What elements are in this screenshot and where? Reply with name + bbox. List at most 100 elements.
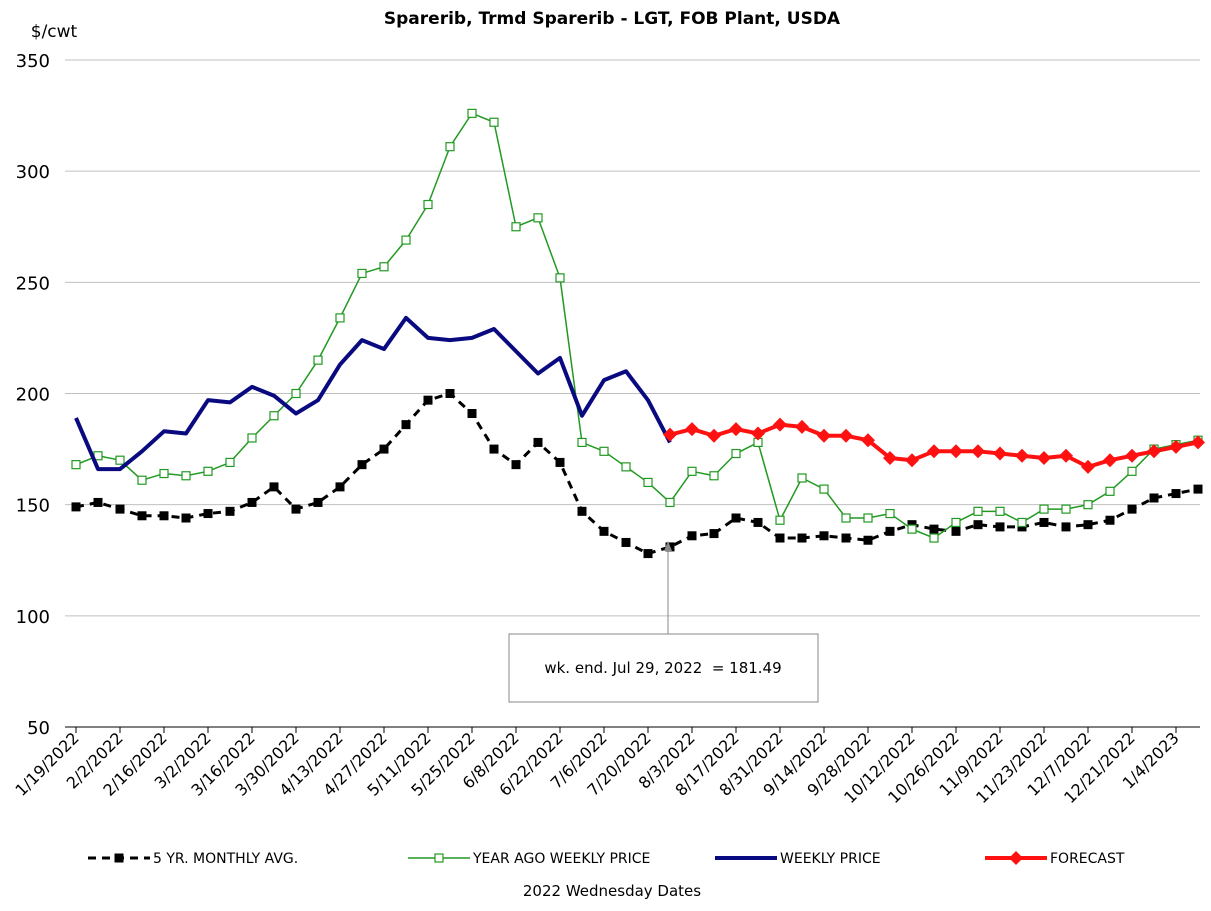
y-tick-label: 350 <box>16 51 50 72</box>
point <box>993 446 1007 461</box>
point <box>401 420 411 430</box>
point <box>137 511 147 521</box>
point <box>511 460 521 470</box>
point <box>729 422 743 437</box>
point <box>555 457 565 467</box>
point <box>225 506 235 516</box>
point <box>291 388 301 399</box>
point <box>929 533 939 543</box>
point <box>707 428 721 443</box>
point <box>1039 504 1049 514</box>
point <box>731 513 741 523</box>
point <box>313 355 323 365</box>
point <box>973 506 983 516</box>
point <box>71 502 81 512</box>
point <box>709 471 719 481</box>
point <box>335 313 345 323</box>
y-tick-label: 150 <box>16 496 50 517</box>
point <box>685 422 699 437</box>
point <box>269 482 279 492</box>
point <box>905 453 919 468</box>
point <box>1059 448 1073 463</box>
point <box>929 524 939 534</box>
point <box>467 409 477 419</box>
point <box>269 411 279 421</box>
point <box>247 433 257 443</box>
point <box>773 417 787 432</box>
point <box>1103 453 1117 468</box>
point <box>621 537 631 547</box>
point <box>775 533 785 543</box>
point <box>885 526 895 536</box>
point <box>313 497 323 507</box>
legend-label: FORECAST <box>1050 851 1125 867</box>
legend-label: WEEKLY PRICE <box>780 851 881 867</box>
point <box>93 497 103 507</box>
legend-label: 5 YR. MONTHLY AVG. <box>153 851 298 867</box>
point <box>445 389 455 398</box>
point <box>949 444 963 459</box>
annotation-arrowhead <box>664 541 672 551</box>
point <box>181 513 191 523</box>
y-tick-label: 100 <box>16 607 50 628</box>
point <box>839 428 853 443</box>
point <box>795 419 809 434</box>
point <box>489 117 499 127</box>
point <box>751 426 765 441</box>
point <box>137 475 147 485</box>
point <box>621 462 631 472</box>
point <box>885 508 895 519</box>
point <box>335 482 345 492</box>
point <box>423 199 433 210</box>
point <box>1127 504 1137 514</box>
y-tick-label: 200 <box>16 385 50 406</box>
point <box>1015 448 1029 463</box>
series-line <box>75 112 1199 539</box>
point <box>357 268 367 279</box>
point <box>489 444 499 454</box>
point <box>1147 444 1161 459</box>
point <box>1169 439 1183 454</box>
point <box>555 273 565 283</box>
point <box>731 448 741 459</box>
point <box>71 460 81 470</box>
point <box>225 457 235 468</box>
point <box>511 222 521 232</box>
annotation-box <box>508 633 819 703</box>
point <box>1105 515 1115 525</box>
legend-marker <box>434 853 444 863</box>
point <box>927 444 941 459</box>
point <box>379 262 389 272</box>
point <box>951 526 961 536</box>
y-tick-label: 250 <box>16 273 50 294</box>
point <box>203 509 213 519</box>
point <box>1083 500 1093 510</box>
point <box>115 504 125 514</box>
y-unit: $/cwt <box>31 22 78 42</box>
point <box>159 511 169 521</box>
point <box>1149 493 1159 503</box>
point <box>379 444 389 454</box>
point <box>577 506 587 516</box>
point <box>861 433 875 448</box>
point <box>181 471 191 481</box>
point <box>817 428 831 443</box>
annotation: wk. end. Jul 29, 2022 = 181.49 <box>544 659 781 677</box>
y-tick-label: 300 <box>16 162 50 183</box>
y-tick-label: 50 <box>27 718 50 739</box>
point <box>401 235 411 245</box>
point <box>907 524 917 534</box>
point <box>995 506 1005 516</box>
point <box>1125 448 1139 463</box>
point <box>533 437 543 447</box>
point <box>775 515 785 525</box>
point <box>687 531 697 541</box>
point <box>1017 517 1027 528</box>
point <box>1127 466 1137 476</box>
point <box>1039 517 1049 527</box>
point <box>159 468 169 479</box>
point <box>797 473 807 483</box>
point <box>665 497 675 508</box>
point <box>863 535 873 545</box>
